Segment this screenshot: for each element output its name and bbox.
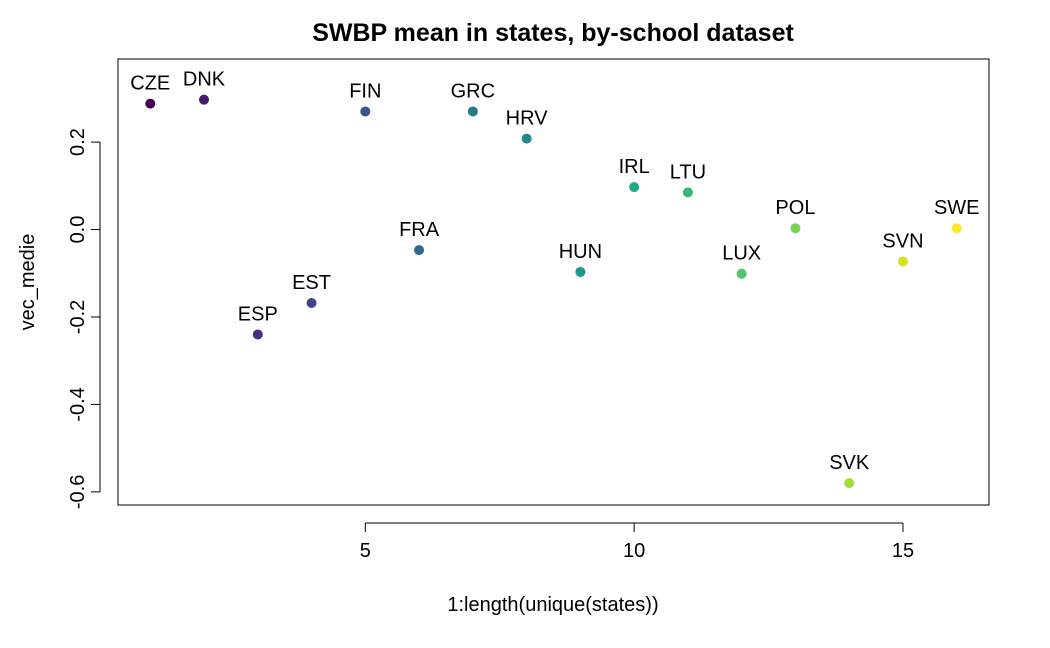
point-label-est: EST xyxy=(292,272,331,294)
data-point-hun xyxy=(575,266,586,277)
data-points xyxy=(145,94,962,489)
point-label-cze: CZE xyxy=(130,73,170,95)
point-label-lux: LUX xyxy=(722,243,761,265)
data-point-dnk xyxy=(199,94,210,105)
data-point-lux xyxy=(736,268,747,279)
point-label-grc: GRC xyxy=(451,80,495,102)
point-label-fra: FRA xyxy=(399,219,440,241)
plot-frame xyxy=(117,58,990,506)
y-tick-label: -0.4 xyxy=(67,387,89,421)
y-tick-label: 0.0 xyxy=(67,216,89,244)
x-axis: 5 10 15 xyxy=(360,522,914,562)
y-axis: -0.6 -0.4 -0.2 0.0 0.2 xyxy=(67,128,101,509)
point-label-swe: SWE xyxy=(934,197,980,219)
point-label-irl: IRL xyxy=(619,156,650,178)
data-point-irl xyxy=(629,182,640,193)
data-point-hrv xyxy=(521,133,532,144)
point-label-ltu: LTU xyxy=(670,161,706,183)
y-axis-label: vec_medie xyxy=(17,234,39,331)
data-point-swe xyxy=(951,223,962,234)
point-label-svk: SVK xyxy=(829,452,870,474)
point-labels: CZE DNK ESP EST FIN FRA GRC HRV HUN IRL LTU LUX POL S… xyxy=(130,69,979,474)
chart-title: SWBP mean in states, by-school dataset xyxy=(312,19,794,47)
point-label-pol: POL xyxy=(775,197,815,219)
data-point-ltu xyxy=(682,187,693,198)
data-point-fra xyxy=(414,245,425,256)
data-point-svk xyxy=(844,478,855,489)
data-point-est xyxy=(306,297,317,308)
x-tick-label: 15 xyxy=(892,540,914,562)
point-label-hun: HUN xyxy=(559,241,602,263)
y-tick-label: -0.6 xyxy=(67,475,89,509)
x-tick-label: 5 xyxy=(360,540,371,562)
data-point-svn xyxy=(897,256,908,267)
point-label-svn: SVN xyxy=(882,230,923,252)
x-axis-label: 1:length(unique(states)) xyxy=(447,594,658,616)
x-tick-label: 10 xyxy=(623,540,645,562)
point-label-esp: ESP xyxy=(238,303,278,325)
point-label-hrv: HRV xyxy=(506,108,549,130)
data-point-fin xyxy=(360,106,371,117)
point-label-dnk: DNK xyxy=(183,69,226,91)
data-point-cze xyxy=(145,98,156,109)
point-label-fin: FIN xyxy=(349,80,381,102)
data-point-esp xyxy=(252,329,263,340)
y-tick-label: -0.2 xyxy=(67,300,89,334)
data-point-pol xyxy=(790,223,801,234)
data-point-grc xyxy=(467,106,478,117)
y-tick-label: 0.2 xyxy=(67,128,89,156)
